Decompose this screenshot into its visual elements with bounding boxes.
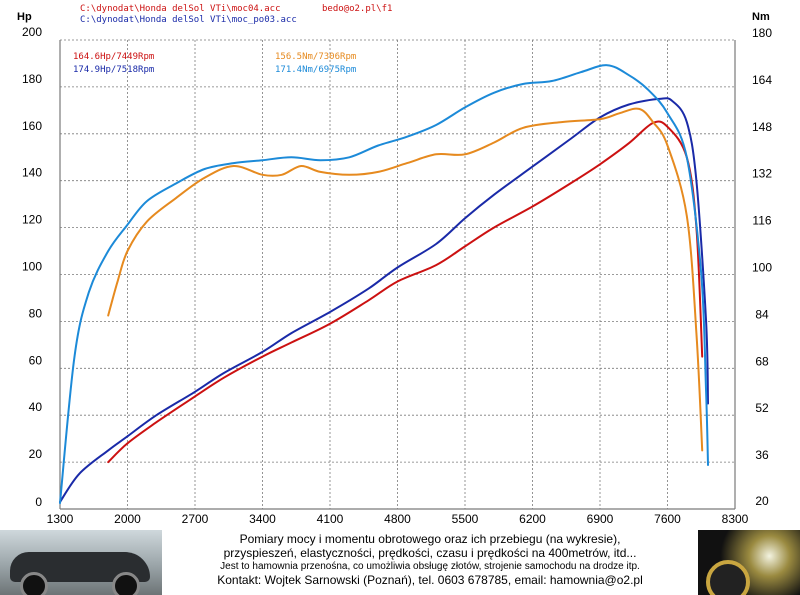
left-tick-label: 100 <box>22 260 42 274</box>
x-tick-label: 2000 <box>114 512 141 526</box>
left-tick-label: 20 <box>29 447 43 461</box>
left-tick-label: 160 <box>22 119 42 133</box>
series-line-run2_power <box>59 97 709 503</box>
x-tick-label: 5500 <box>452 512 479 526</box>
x-tick-label: 2700 <box>182 512 209 526</box>
right-tick-label: 100 <box>752 261 772 275</box>
right-tick-label: 84 <box>755 307 769 321</box>
legend-run2-power: 174.9Hp/7518Rpm <box>73 65 154 75</box>
footer-line-3: Jest to hamownia przenośna, co umożliwia… <box>220 561 640 572</box>
footer-contact-line: Kontakt: Wojtek Sarnowski (Poznań), tel.… <box>217 573 643 587</box>
x-tick-label: 4800 <box>384 512 411 526</box>
left-axis-unit: Hp <box>17 11 32 23</box>
wheel-rim-shape <box>706 560 750 595</box>
left-tick-label: 0 <box>35 495 42 509</box>
series-line-run1_torque <box>107 107 704 452</box>
car-photo-left <box>0 530 162 595</box>
footer-text-block: Pomiary mocy i momentu obrotowego oraz i… <box>165 532 695 588</box>
author-tag: bedo@o2.pl\f1 <box>322 4 392 14</box>
right-tick-label: 132 <box>752 167 772 181</box>
wheel-photo-right <box>698 530 800 595</box>
right-tick-label: 116 <box>752 214 771 228</box>
left-tick-label: 140 <box>22 166 42 180</box>
legend-run2-torque: 171.4Nm/6975Rpm <box>275 65 356 75</box>
file-name-1: C:\dynodat\Honda delSol VTi\moc04.acc <box>80 4 280 14</box>
right-tick-label: 20 <box>755 494 769 508</box>
left-tick-label: 80 <box>29 306 43 320</box>
right-tick-label: 148 <box>752 120 772 134</box>
car-wheel-front <box>20 572 48 595</box>
dyno-chart: C:\dynodat\Honda delSol VTi\moc04.acc be… <box>17 4 773 526</box>
grid-lines <box>59 39 736 510</box>
x-tick-label: 6900 <box>587 512 614 526</box>
right-tick-label: 68 <box>755 354 769 368</box>
left-tick-label: 60 <box>29 353 43 367</box>
x-tick-label: 1300 <box>47 512 74 526</box>
left-tick-label: 40 <box>29 400 43 414</box>
right-axis-unit: Nm <box>752 11 770 23</box>
right-tick-label: 36 <box>755 448 769 462</box>
left-tick-label: 120 <box>22 213 42 227</box>
x-tick-label: 4100 <box>317 512 344 526</box>
series-line-run1_power <box>107 120 704 464</box>
right-tick-label: 180 <box>752 26 772 40</box>
x-tick-label: 3400 <box>249 512 276 526</box>
legend-run1-torque: 156.5Nm/7306Rpm <box>275 52 356 62</box>
left-tick-label: 200 <box>22 25 42 39</box>
footer-line-2: przyspieszeń, elastyczności, prędkości, … <box>223 546 637 560</box>
series-group <box>59 64 709 505</box>
series-line-run2_torque <box>59 64 709 505</box>
legend-run1-power: 164.6Hp/7449Rpm <box>73 52 154 62</box>
file-name-2: C:\dynodat\Honda delSol VTi\moc_po03.acc <box>80 15 297 25</box>
left-tick-label: 180 <box>22 72 42 86</box>
x-tick-label: 7600 <box>654 512 681 526</box>
footer-line-1: Pomiary mocy i momentu obrotowego oraz i… <box>239 532 621 546</box>
x-axis-ticks: 1300 2000 2700 3400 4100 4800 5500 6200 6900 7600… <box>47 512 749 526</box>
right-tick-label: 164 <box>752 73 772 87</box>
right-tick-label: 52 <box>755 401 769 415</box>
x-tick-label: 6200 <box>519 512 546 526</box>
footer-banner: Pomiary mocy i momentu obrotowego oraz i… <box>0 530 800 595</box>
x-tick-label: 8300 <box>722 512 749 526</box>
left-axis-ticks: 0 20 40 60 80 100 120 140 160 180 200 <box>22 25 42 509</box>
right-axis-ticks: 20 36 52 68 84 100 116 132 148 164 180 <box>752 26 772 508</box>
car-wheel-rear <box>112 572 140 595</box>
